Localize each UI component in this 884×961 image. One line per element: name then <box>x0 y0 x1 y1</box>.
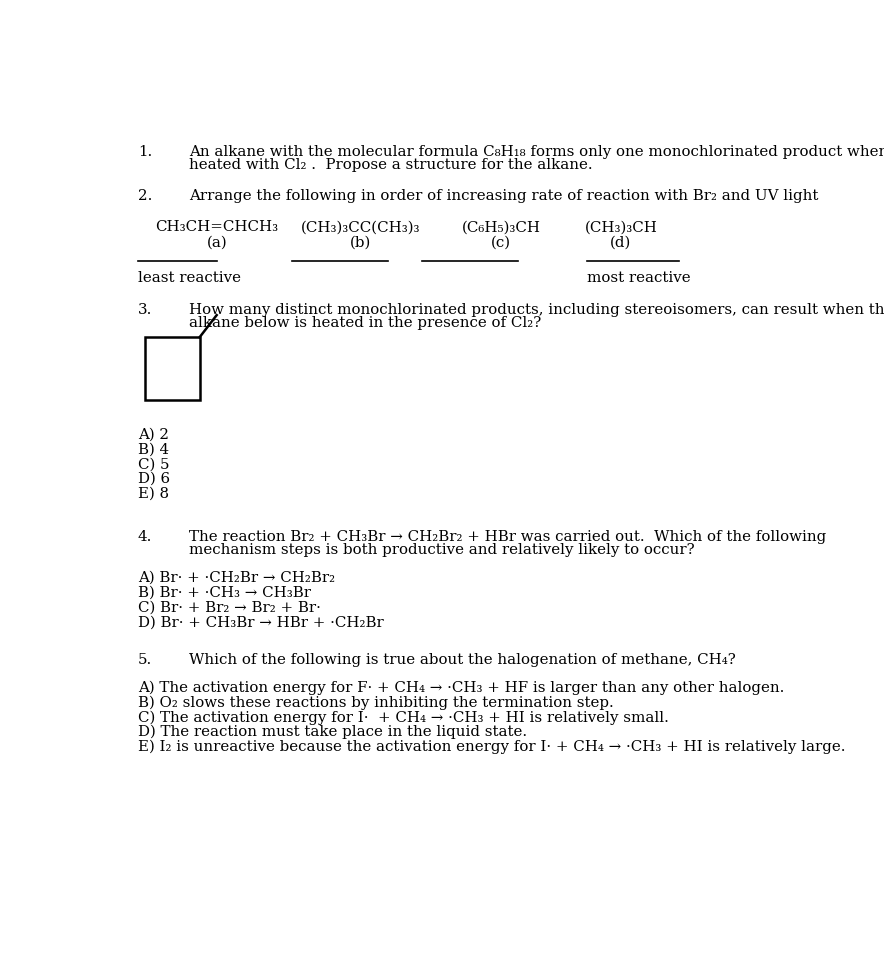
Text: (b): (b) <box>350 235 371 249</box>
Text: 5.: 5. <box>138 653 152 667</box>
Text: B) O₂ slows these reactions by inhibiting the termination step.: B) O₂ slows these reactions by inhibitin… <box>138 696 613 710</box>
Text: (a): (a) <box>206 235 227 249</box>
Text: How many distinct monochlorinated products, including stereoisomers, can result : How many distinct monochlorinated produc… <box>189 303 884 316</box>
Text: 4.: 4. <box>138 530 152 544</box>
Text: E) I₂ is unreactive because the activation energy for I· + CH₄ → ·CH₃ + HI is re: E) I₂ is unreactive because the activati… <box>138 740 845 754</box>
Text: (d): (d) <box>610 235 631 249</box>
Text: C) The activation energy for I·  + CH₄ → ·CH₃ + HI is relatively small.: C) The activation energy for I· + CH₄ → … <box>138 710 669 725</box>
Text: 1.: 1. <box>138 145 152 159</box>
Text: (C₆H₅)₃CH: (C₆H₅)₃CH <box>461 220 540 234</box>
Text: D) Br· + CH₃Br → HBr + ·CH₂Br: D) Br· + CH₃Br → HBr + ·CH₂Br <box>138 616 384 629</box>
Text: A) The activation energy for F· + CH₄ → ·CH₃ + HF is larger than any other halog: A) The activation energy for F· + CH₄ → … <box>138 680 784 695</box>
Text: CH₃CH=CHCH₃: CH₃CH=CHCH₃ <box>155 220 278 234</box>
Text: D) 6: D) 6 <box>138 472 170 486</box>
Text: D) The reaction must take place in the liquid state.: D) The reaction must take place in the l… <box>138 725 527 739</box>
Text: (CH₃)₃CH: (CH₃)₃CH <box>584 220 658 234</box>
Text: alkane below is heated in the presence of Cl₂?: alkane below is heated in the presence o… <box>189 316 542 330</box>
Text: heated with Cl₂ .  Propose a structure for the alkane.: heated with Cl₂ . Propose a structure fo… <box>189 159 593 172</box>
Text: An alkane with the molecular formula C₈H₁₈ forms only one monochlorinated produc: An alkane with the molecular formula C₈H… <box>189 145 884 159</box>
Text: (c): (c) <box>491 235 511 249</box>
Text: B) Br· + ·CH₃ → CH₃Br: B) Br· + ·CH₃ → CH₃Br <box>138 586 311 600</box>
Bar <box>145 337 200 400</box>
Text: least reactive: least reactive <box>138 271 241 284</box>
Text: mechanism steps is both productive and relatively likely to occur?: mechanism steps is both productive and r… <box>189 543 695 557</box>
Text: The reaction Br₂ + CH₃Br → CH₂Br₂ + HBr was carried out.  Which of the following: The reaction Br₂ + CH₃Br → CH₂Br₂ + HBr … <box>189 530 827 544</box>
Text: A) Br· + ·CH₂Br → CH₂Br₂: A) Br· + ·CH₂Br → CH₂Br₂ <box>138 571 335 585</box>
Text: Arrange the following in order of increasing rate of reaction with Br₂ and UV li: Arrange the following in order of increa… <box>189 189 819 204</box>
Text: Which of the following is true about the halogenation of methane, CH₄?: Which of the following is true about the… <box>189 653 736 667</box>
Text: 3.: 3. <box>138 303 152 316</box>
Text: C) Br· + Br₂ → Br₂ + Br·: C) Br· + Br₂ → Br₂ + Br· <box>138 601 321 615</box>
Text: most reactive: most reactive <box>587 271 690 284</box>
Text: B) 4: B) 4 <box>138 442 169 456</box>
Text: C) 5: C) 5 <box>138 457 170 471</box>
Text: 2.: 2. <box>138 189 152 204</box>
Text: E) 8: E) 8 <box>138 487 169 501</box>
Text: A) 2: A) 2 <box>138 428 169 442</box>
Text: (CH₃)₃CC(CH₃)₃: (CH₃)₃CC(CH₃)₃ <box>301 220 420 234</box>
